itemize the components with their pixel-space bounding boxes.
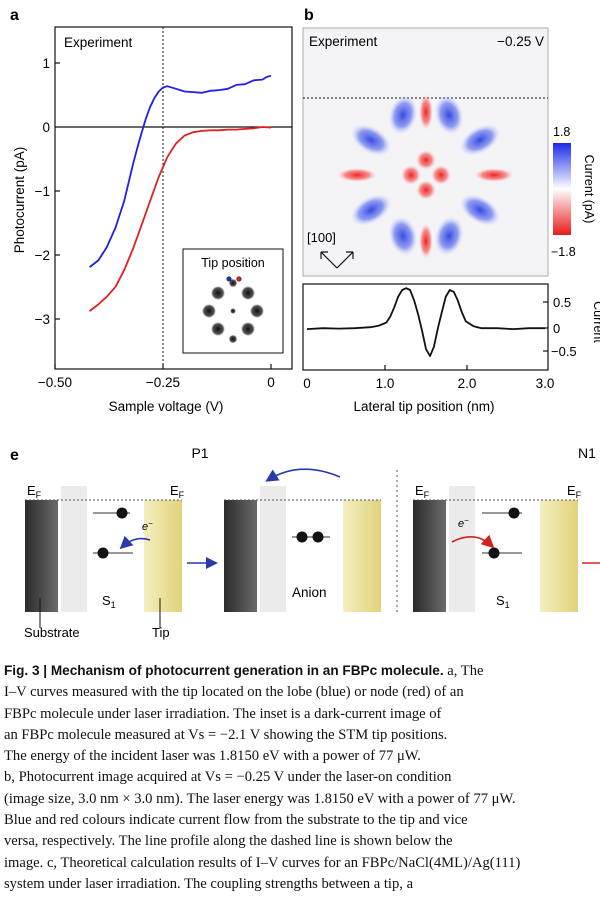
figure-caption: Fig. 3 | Mechanism of photocurrent gener… bbox=[4, 660, 594, 895]
caption-line-10: system under laser irradiation. The coup… bbox=[4, 875, 414, 892]
panel-a-curves bbox=[89, 74, 272, 312]
svg-text:S1: S1 bbox=[496, 593, 510, 610]
diagram-p1-s1: EF EF e− S1 Substrate Tip bbox=[24, 483, 185, 640]
panel-a-xlabel: Sample voltage (V) bbox=[109, 399, 224, 414]
ef-sub-tip: F bbox=[179, 490, 185, 500]
ef-label-tip-n1: E bbox=[567, 483, 576, 498]
electron-transfer-arrow bbox=[119, 535, 151, 550]
ytick-m1: −1 bbox=[35, 184, 50, 199]
svg-text:EF: EF bbox=[170, 483, 185, 500]
iv-curve-series-0 bbox=[89, 74, 272, 268]
electron-sup-n1: − bbox=[464, 516, 469, 525]
panel-b-experiment: Experiment bbox=[309, 34, 378, 49]
iv-curve-series-1 bbox=[89, 126, 272, 312]
profile-xtick-1: 1.0 bbox=[376, 376, 395, 391]
xtick-0: 0 bbox=[267, 375, 275, 390]
ef-label-tip: E bbox=[170, 483, 179, 498]
panel-b-voltage: −0.25 V bbox=[497, 34, 544, 49]
tip-label: Tip bbox=[152, 625, 170, 640]
s1-label: S bbox=[102, 593, 111, 608]
panel-a-experiment: Experiment bbox=[64, 35, 133, 50]
direction-label: [100] bbox=[307, 230, 336, 245]
colorbar-max: 1.8 bbox=[553, 125, 570, 139]
ef-sub-n1: F bbox=[424, 490, 430, 500]
caption-line-9: image. c, Theoretical calculation result… bbox=[4, 854, 521, 871]
svg-text:S1: S1 bbox=[102, 593, 116, 610]
diagram-n1-s1: EF EF e− S1 bbox=[413, 483, 582, 612]
profile-ytick-m05: −0.5 bbox=[551, 344, 577, 359]
svg-text:EF: EF bbox=[567, 483, 582, 500]
electron-label: e bbox=[142, 521, 148, 533]
svg-text:e−: e− bbox=[142, 519, 153, 533]
ytick-1: 1 bbox=[42, 56, 50, 71]
xtick-m025: −0.25 bbox=[146, 375, 180, 390]
svg-text:e−: e− bbox=[458, 516, 469, 530]
caption-line-6: (image size, 3.0 nm × 3.0 nm). The laser… bbox=[4, 790, 516, 807]
profile-xlabel: Lateral tip position (nm) bbox=[353, 399, 494, 414]
caption-line-8: versa, respectively. The line profile al… bbox=[4, 833, 453, 850]
ytick-m2: −2 bbox=[35, 248, 50, 263]
panel-e-label: e bbox=[10, 447, 19, 464]
panel-a-plot: Experiment 1 0 −1 −2 −3 −0.50 −0.25 0 Sa… bbox=[12, 26, 293, 414]
profile-curve bbox=[306, 287, 545, 358]
tip-position-inset: Tip position bbox=[182, 248, 284, 354]
ytick-0: 0 bbox=[42, 120, 50, 135]
colorbar: 1.8 −1.8 Current (pA) bbox=[551, 125, 596, 259]
panel-b-label: b bbox=[304, 7, 314, 24]
figure-panels: a Experiment 1 0 −1 −2 −3 −0.50 −0.25 0 … bbox=[10, 7, 600, 640]
ef-sub-tip-n1: F bbox=[576, 490, 582, 500]
profile-xtick-0: 0 bbox=[303, 376, 311, 391]
s1-label-n1: S bbox=[496, 593, 505, 608]
caption-line-7: Blue and red colours indicate current fl… bbox=[4, 812, 468, 829]
caption-title: Mechanism of photocurrent generation in … bbox=[50, 663, 444, 678]
panel-a-label: a bbox=[10, 7, 19, 24]
caption-line-2: FBPc molecule under laser irradiation. T… bbox=[4, 705, 442, 722]
colorbar-min: −1.8 bbox=[551, 245, 576, 259]
svg-text:EF: EF bbox=[27, 483, 42, 500]
direction-arrows bbox=[320, 251, 354, 269]
s1-sub: 1 bbox=[111, 600, 116, 610]
colorbar-label: Current (pA) bbox=[582, 155, 596, 224]
p1-label: P1 bbox=[191, 445, 208, 461]
electron-transfer-arrow-red bbox=[451, 534, 495, 549]
anion-label: Anion bbox=[292, 585, 327, 600]
ytick-m3: −3 bbox=[35, 312, 50, 327]
panel-a-ylabel: Photocurrent (pA) bbox=[12, 147, 27, 254]
panel-a-frame bbox=[54, 26, 293, 370]
caption-fig-label: Fig. 3 | bbox=[4, 663, 51, 678]
caption-line-5: b, Photocurrent image acquired at Vs = −… bbox=[4, 769, 452, 786]
profile-ytick-0: 0 bbox=[553, 321, 560, 336]
profile-xtick-2: 2.0 bbox=[458, 376, 477, 391]
diagram-p1-anion: Anion bbox=[224, 468, 381, 612]
ef-sub: F bbox=[36, 490, 42, 500]
lobe-tip-marker bbox=[226, 276, 232, 282]
substrate-label: Substrate bbox=[24, 625, 80, 640]
photocurrent-image: Experiment −0.25 V [100] bbox=[302, 27, 549, 277]
electron-sup: − bbox=[148, 519, 153, 528]
electron-label-n1: e bbox=[458, 518, 464, 530]
n1-label: N1 bbox=[578, 445, 596, 461]
node-tip-marker bbox=[236, 276, 242, 282]
svg-text:EF: EF bbox=[415, 483, 430, 500]
electron-transfer-arrow-2 bbox=[265, 468, 341, 482]
caption-line-0: a, The bbox=[443, 663, 484, 679]
caption-line-3: an FBPc molecule measured at Vs = −2.1 V… bbox=[4, 726, 448, 743]
caption-line-1: I–V curves measured with the tip located… bbox=[4, 684, 464, 701]
s1-sub-n1: 1 bbox=[505, 600, 510, 610]
xtick-m050: −0.50 bbox=[38, 375, 72, 390]
profile-xtick-3: 3.0 bbox=[536, 376, 555, 391]
line-profile-series-0 bbox=[306, 287, 545, 358]
inset-label: Tip position bbox=[201, 256, 265, 270]
profile-ytick-05: 0.5 bbox=[553, 295, 571, 310]
caption-line-4: The energy of the incident laser was 1.8… bbox=[4, 748, 421, 765]
line-profile-plot: 0.5 0 −0.5 Current 0 1.0 2.0 3.0 Lateral… bbox=[302, 283, 600, 414]
ef-label-n1: E bbox=[415, 483, 424, 498]
profile-ylabel: Current bbox=[591, 301, 600, 343]
ef-label: E bbox=[27, 483, 36, 498]
